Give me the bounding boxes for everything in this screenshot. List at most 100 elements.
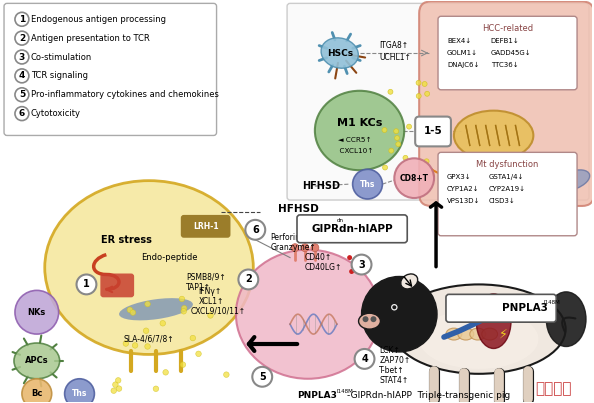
Circle shape (301, 244, 309, 251)
Text: HFHSD: HFHSD (302, 181, 340, 191)
Circle shape (352, 255, 371, 274)
Circle shape (403, 155, 408, 160)
FancyBboxPatch shape (4, 3, 217, 135)
Circle shape (15, 291, 59, 334)
Text: STAT4↑: STAT4↑ (380, 376, 409, 385)
Text: 6: 6 (19, 109, 25, 118)
Circle shape (394, 158, 434, 198)
Ellipse shape (446, 328, 462, 340)
Ellipse shape (546, 292, 586, 347)
Circle shape (422, 81, 427, 87)
Text: ZAP70↑: ZAP70↑ (380, 356, 410, 366)
Text: ◄ CCR5↑: ◄ CCR5↑ (338, 137, 371, 143)
Circle shape (65, 379, 94, 403)
Text: 1: 1 (83, 279, 90, 289)
Text: I148M: I148M (337, 389, 353, 394)
Circle shape (362, 316, 368, 322)
Circle shape (77, 274, 96, 294)
Text: ER stress: ER stress (102, 235, 152, 245)
Text: 4: 4 (19, 71, 25, 80)
Text: 3: 3 (19, 52, 25, 62)
Ellipse shape (392, 285, 565, 374)
Text: Mt dysfunction: Mt dysfunction (476, 160, 539, 169)
Text: Bc: Bc (31, 389, 43, 398)
Text: TCR signaling: TCR signaling (31, 71, 88, 80)
Circle shape (245, 220, 265, 240)
Text: Endogenous antigen processing: Endogenous antigen processing (31, 15, 166, 24)
Text: TAP1↑: TAP1↑ (186, 283, 211, 292)
Circle shape (15, 50, 29, 64)
Text: GADD45G↓: GADD45G↓ (491, 50, 531, 56)
Text: UCHL1↑: UCHL1↑ (380, 52, 411, 62)
Text: HSCs: HSCs (327, 48, 353, 58)
Circle shape (15, 12, 29, 26)
Text: CD8+T: CD8+T (400, 174, 429, 183)
Text: Granzyme↑: Granzyme↑ (270, 243, 316, 252)
Text: PSMB8/9↑: PSMB8/9↑ (186, 273, 226, 282)
Text: 4: 4 (361, 354, 368, 364)
Circle shape (123, 341, 129, 346)
FancyBboxPatch shape (438, 152, 577, 236)
Circle shape (291, 244, 299, 251)
Text: 3: 3 (358, 260, 365, 270)
Circle shape (349, 269, 354, 274)
Text: 5: 5 (19, 90, 25, 99)
Ellipse shape (321, 38, 358, 68)
Text: HCC-related: HCC-related (482, 24, 533, 33)
Circle shape (238, 270, 258, 289)
Text: 6: 6 (252, 225, 258, 235)
Circle shape (389, 148, 394, 153)
Circle shape (416, 93, 421, 98)
Circle shape (394, 135, 400, 141)
Circle shape (15, 88, 29, 102)
FancyBboxPatch shape (438, 16, 577, 90)
Circle shape (393, 305, 396, 309)
Text: XCL1↑: XCL1↑ (198, 297, 224, 306)
Text: Pro-inflammatory cytokines and chemokines: Pro-inflammatory cytokines and chemokine… (31, 90, 219, 99)
Text: CYP1A2↓: CYP1A2↓ (447, 186, 479, 192)
Ellipse shape (482, 328, 498, 340)
Circle shape (163, 370, 169, 375)
Circle shape (388, 89, 393, 94)
Text: CYP2A19↓: CYP2A19↓ (489, 186, 526, 192)
Text: Cytotoxicity: Cytotoxicity (31, 109, 81, 118)
Text: SLA-4/6/7/8↑: SLA-4/6/7/8↑ (124, 334, 175, 343)
Text: IFNγ↑: IFNγ↑ (198, 287, 222, 296)
Text: ITGA8↑: ITGA8↑ (380, 41, 409, 50)
Ellipse shape (14, 343, 59, 379)
Ellipse shape (119, 298, 193, 320)
Circle shape (132, 343, 138, 348)
Circle shape (181, 309, 187, 314)
Text: 2: 2 (19, 33, 25, 43)
Circle shape (347, 255, 352, 260)
Circle shape (424, 159, 429, 164)
FancyArrowPatch shape (562, 318, 576, 332)
Circle shape (223, 372, 229, 378)
Text: I148M: I148M (544, 300, 560, 305)
Ellipse shape (359, 313, 380, 329)
Ellipse shape (470, 328, 486, 340)
Text: CISD3↓: CISD3↓ (489, 198, 516, 204)
Circle shape (196, 351, 201, 357)
Circle shape (153, 386, 159, 392)
Circle shape (425, 91, 429, 96)
Text: GSTA1/4↓: GSTA1/4↓ (489, 174, 524, 180)
Circle shape (179, 296, 185, 302)
Text: GOLM1↓: GOLM1↓ (447, 50, 478, 56)
Text: 1: 1 (19, 15, 25, 24)
Text: Endo-peptide: Endo-peptide (141, 253, 198, 262)
Text: HFHSD: HFHSD (278, 204, 319, 214)
Text: CD40LG↑: CD40LG↑ (305, 263, 342, 272)
Circle shape (116, 386, 122, 391)
Circle shape (355, 349, 374, 369)
Circle shape (390, 303, 399, 311)
Text: Antigen presentation to TCR: Antigen presentation to TCR (31, 33, 150, 43)
Text: DEFB1↓: DEFB1↓ (491, 38, 519, 44)
Text: Ths: Ths (360, 180, 375, 189)
Circle shape (353, 169, 383, 199)
Text: 1-5: 1-5 (424, 127, 443, 137)
Ellipse shape (401, 274, 418, 289)
Text: GIPRdn-hIAPP: GIPRdn-hIAPP (312, 224, 393, 234)
Circle shape (115, 378, 121, 383)
Text: PNPLA3: PNPLA3 (297, 391, 337, 400)
